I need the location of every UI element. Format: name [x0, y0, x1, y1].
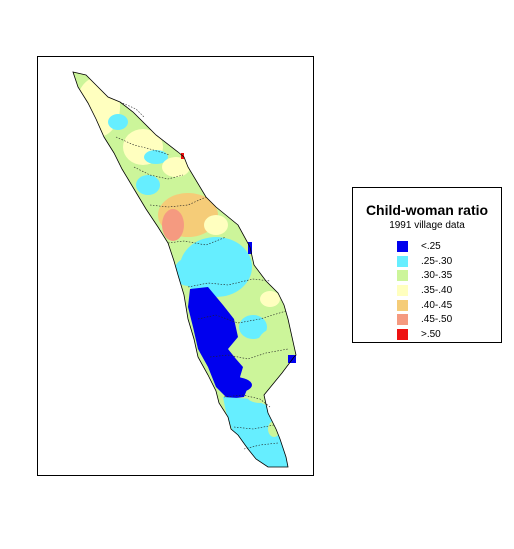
legend-label: .45-.50 [421, 314, 453, 326]
legend-label: .25-.30 [421, 255, 453, 267]
district-boundaries [115, 101, 289, 450]
legend-swatch [397, 299, 408, 311]
region-darkblue-south [216, 377, 252, 393]
region-south-cyan [223, 397, 290, 467]
legend-swatch [397, 270, 408, 282]
state-border [72, 71, 297, 468]
legend-subtitle: 1991 village data [389, 220, 465, 231]
legend-label: .35-.40 [421, 285, 453, 297]
legend-swatch [397, 314, 408, 326]
region-north-cyan-2 [144, 150, 168, 164]
legend-title: Child-woman ratio [365, 202, 489, 218]
ratio-regions [76, 77, 290, 467]
legend-swatch [397, 329, 408, 341]
region-central-cyan-2 [174, 258, 202, 286]
region-yellow-4 [204, 215, 228, 235]
kerala-map [72, 71, 297, 468]
region-yellow-central [260, 291, 280, 307]
legend-swatch [397, 255, 408, 267]
region-salmon [162, 209, 184, 241]
region-east-green [257, 329, 289, 365]
legend-label: .40-.45 [421, 299, 453, 311]
legend-label: >.50 [421, 329, 441, 341]
legend-label: .30-.35 [421, 270, 453, 282]
region-darkblue-main [188, 287, 248, 399]
map-frame [37, 56, 314, 476]
legend-label: <.25 [421, 241, 441, 252]
region-yellow-3 [162, 157, 190, 177]
region-south-green [246, 387, 274, 403]
region-central-cyan [180, 237, 252, 297]
legend-swatch [397, 285, 408, 297]
region-north-cyan [108, 114, 128, 130]
region-north-cyan-3 [136, 175, 160, 195]
legend-box: Child-woman ratio 1991 village data <.25… [352, 187, 502, 343]
legend-swatch [397, 241, 408, 252]
region-east-cyan [239, 315, 267, 339]
